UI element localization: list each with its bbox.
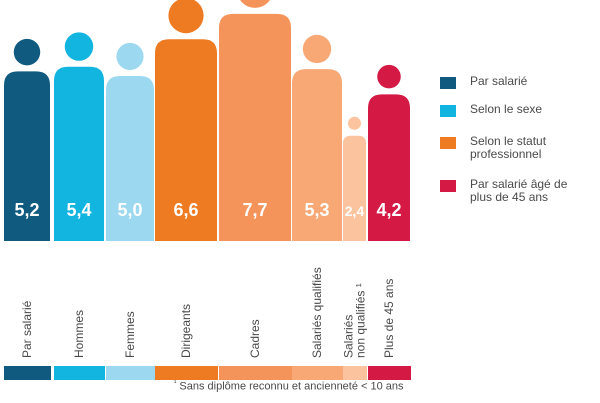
base-strip-segment: [106, 366, 155, 380]
base-strip-segment: [54, 366, 105, 380]
value-label: 5,0: [117, 200, 142, 220]
legend-swatch: [440, 77, 456, 89]
bar-cadres: [219, 13, 291, 242]
value-label: 5,4: [66, 200, 91, 220]
head-icon: [13, 38, 41, 66]
category-label: non qualifiés ¹: [354, 283, 368, 358]
base-strip-segment: [219, 366, 292, 380]
category-label: Salariés: [342, 315, 356, 358]
footnote-text: Sans diplôme reconnu et ancienneté < 10 …: [179, 380, 404, 393]
legend-label: Par salarié âgé de plus de 45 ans: [470, 177, 568, 204]
value-label: 4,2: [376, 200, 401, 220]
head-icon: [116, 42, 144, 70]
category-label: Cadres: [248, 319, 262, 358]
legend-swatch: [440, 137, 456, 149]
value-label: 2,4: [345, 203, 365, 219]
base-strip-segment: [292, 366, 343, 380]
base-strip-segment: [343, 366, 367, 380]
category-label: Hommes: [72, 310, 86, 358]
legend-item-sexe: Selon le sexe: [440, 103, 600, 117]
bar-salaries-qualifies: [292, 69, 342, 241]
bar-femmes: [106, 76, 154, 241]
category-label: Par salarié: [20, 300, 34, 358]
head-icon: [348, 116, 361, 130]
value-label: 5,2: [14, 200, 39, 220]
legend-item-statut: Selon le statut professionnel: [440, 135, 580, 161]
legend-swatch: [440, 180, 456, 192]
footnote: ¹ Sans diplôme reconnu et ancienneté < 1…: [174, 380, 404, 393]
legend-item-age: Par salarié âgé de plus de 45 ans: [440, 178, 580, 204]
base-strip-segment: [155, 366, 218, 380]
bar-salaries-non-qualifies: [343, 135, 366, 241]
value-label: 6,6: [173, 200, 198, 220]
head-icon: [168, 0, 204, 34]
legend-item-par-salarie: Par salarié: [440, 75, 600, 89]
head-icon: [302, 34, 332, 64]
value-label: 7,7: [242, 200, 267, 220]
head-icon: [377, 64, 401, 89]
category-label: Plus de 45 ans: [382, 279, 396, 358]
bar-hommes: [54, 66, 104, 241]
footnote-marker: ¹: [174, 380, 177, 387]
category-label: Femmes: [123, 311, 137, 358]
legend-swatch: [440, 105, 456, 117]
legend-label: Selon le sexe: [470, 102, 543, 116]
bar-par-salarie: [4, 71, 50, 242]
base-strip-segment: [4, 366, 51, 380]
category-label: Salariés qualifiés: [310, 267, 324, 358]
base-strip-segment: [368, 366, 411, 380]
head-icon: [240, 0, 270, 8]
head-icon: [64, 32, 94, 61]
legend-label: Par salarié: [470, 74, 528, 88]
category-label: Dirigeants: [179, 304, 193, 358]
legend-label: Selon le statut professionnel: [470, 134, 547, 161]
value-label: 5,3: [304, 200, 329, 220]
bar-plus-de-45-ans: [368, 94, 410, 242]
bar-dirigeants: [155, 39, 217, 242]
